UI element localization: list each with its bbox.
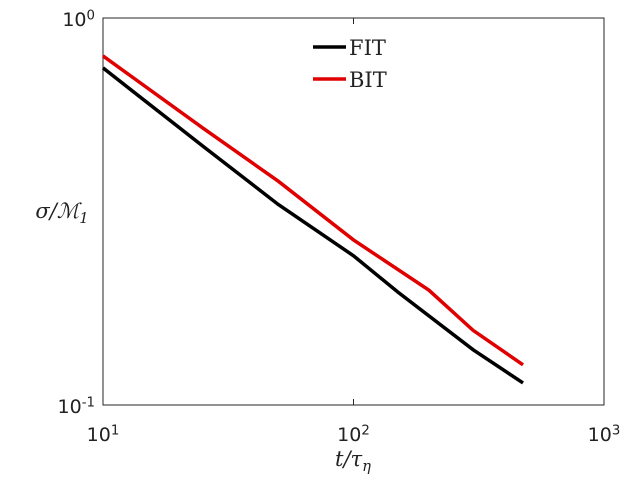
- x-axis-label: t/τη: [335, 447, 371, 475]
- series-line: [101, 54, 525, 367]
- x-tick-label: 102: [337, 423, 370, 446]
- legend-label: FIT: [349, 36, 386, 60]
- legend-label: BIT: [349, 68, 387, 92]
- series-line: [101, 66, 524, 385]
- y-tick-label: 10-1: [58, 395, 95, 418]
- x-tick-label: 101: [87, 423, 120, 446]
- x-tick-label: 103: [588, 423, 621, 446]
- plot-frame: [102, 17, 605, 406]
- y-tick-label: 100: [62, 8, 95, 31]
- y-axis-label: σ/ℳ1: [35, 199, 88, 227]
